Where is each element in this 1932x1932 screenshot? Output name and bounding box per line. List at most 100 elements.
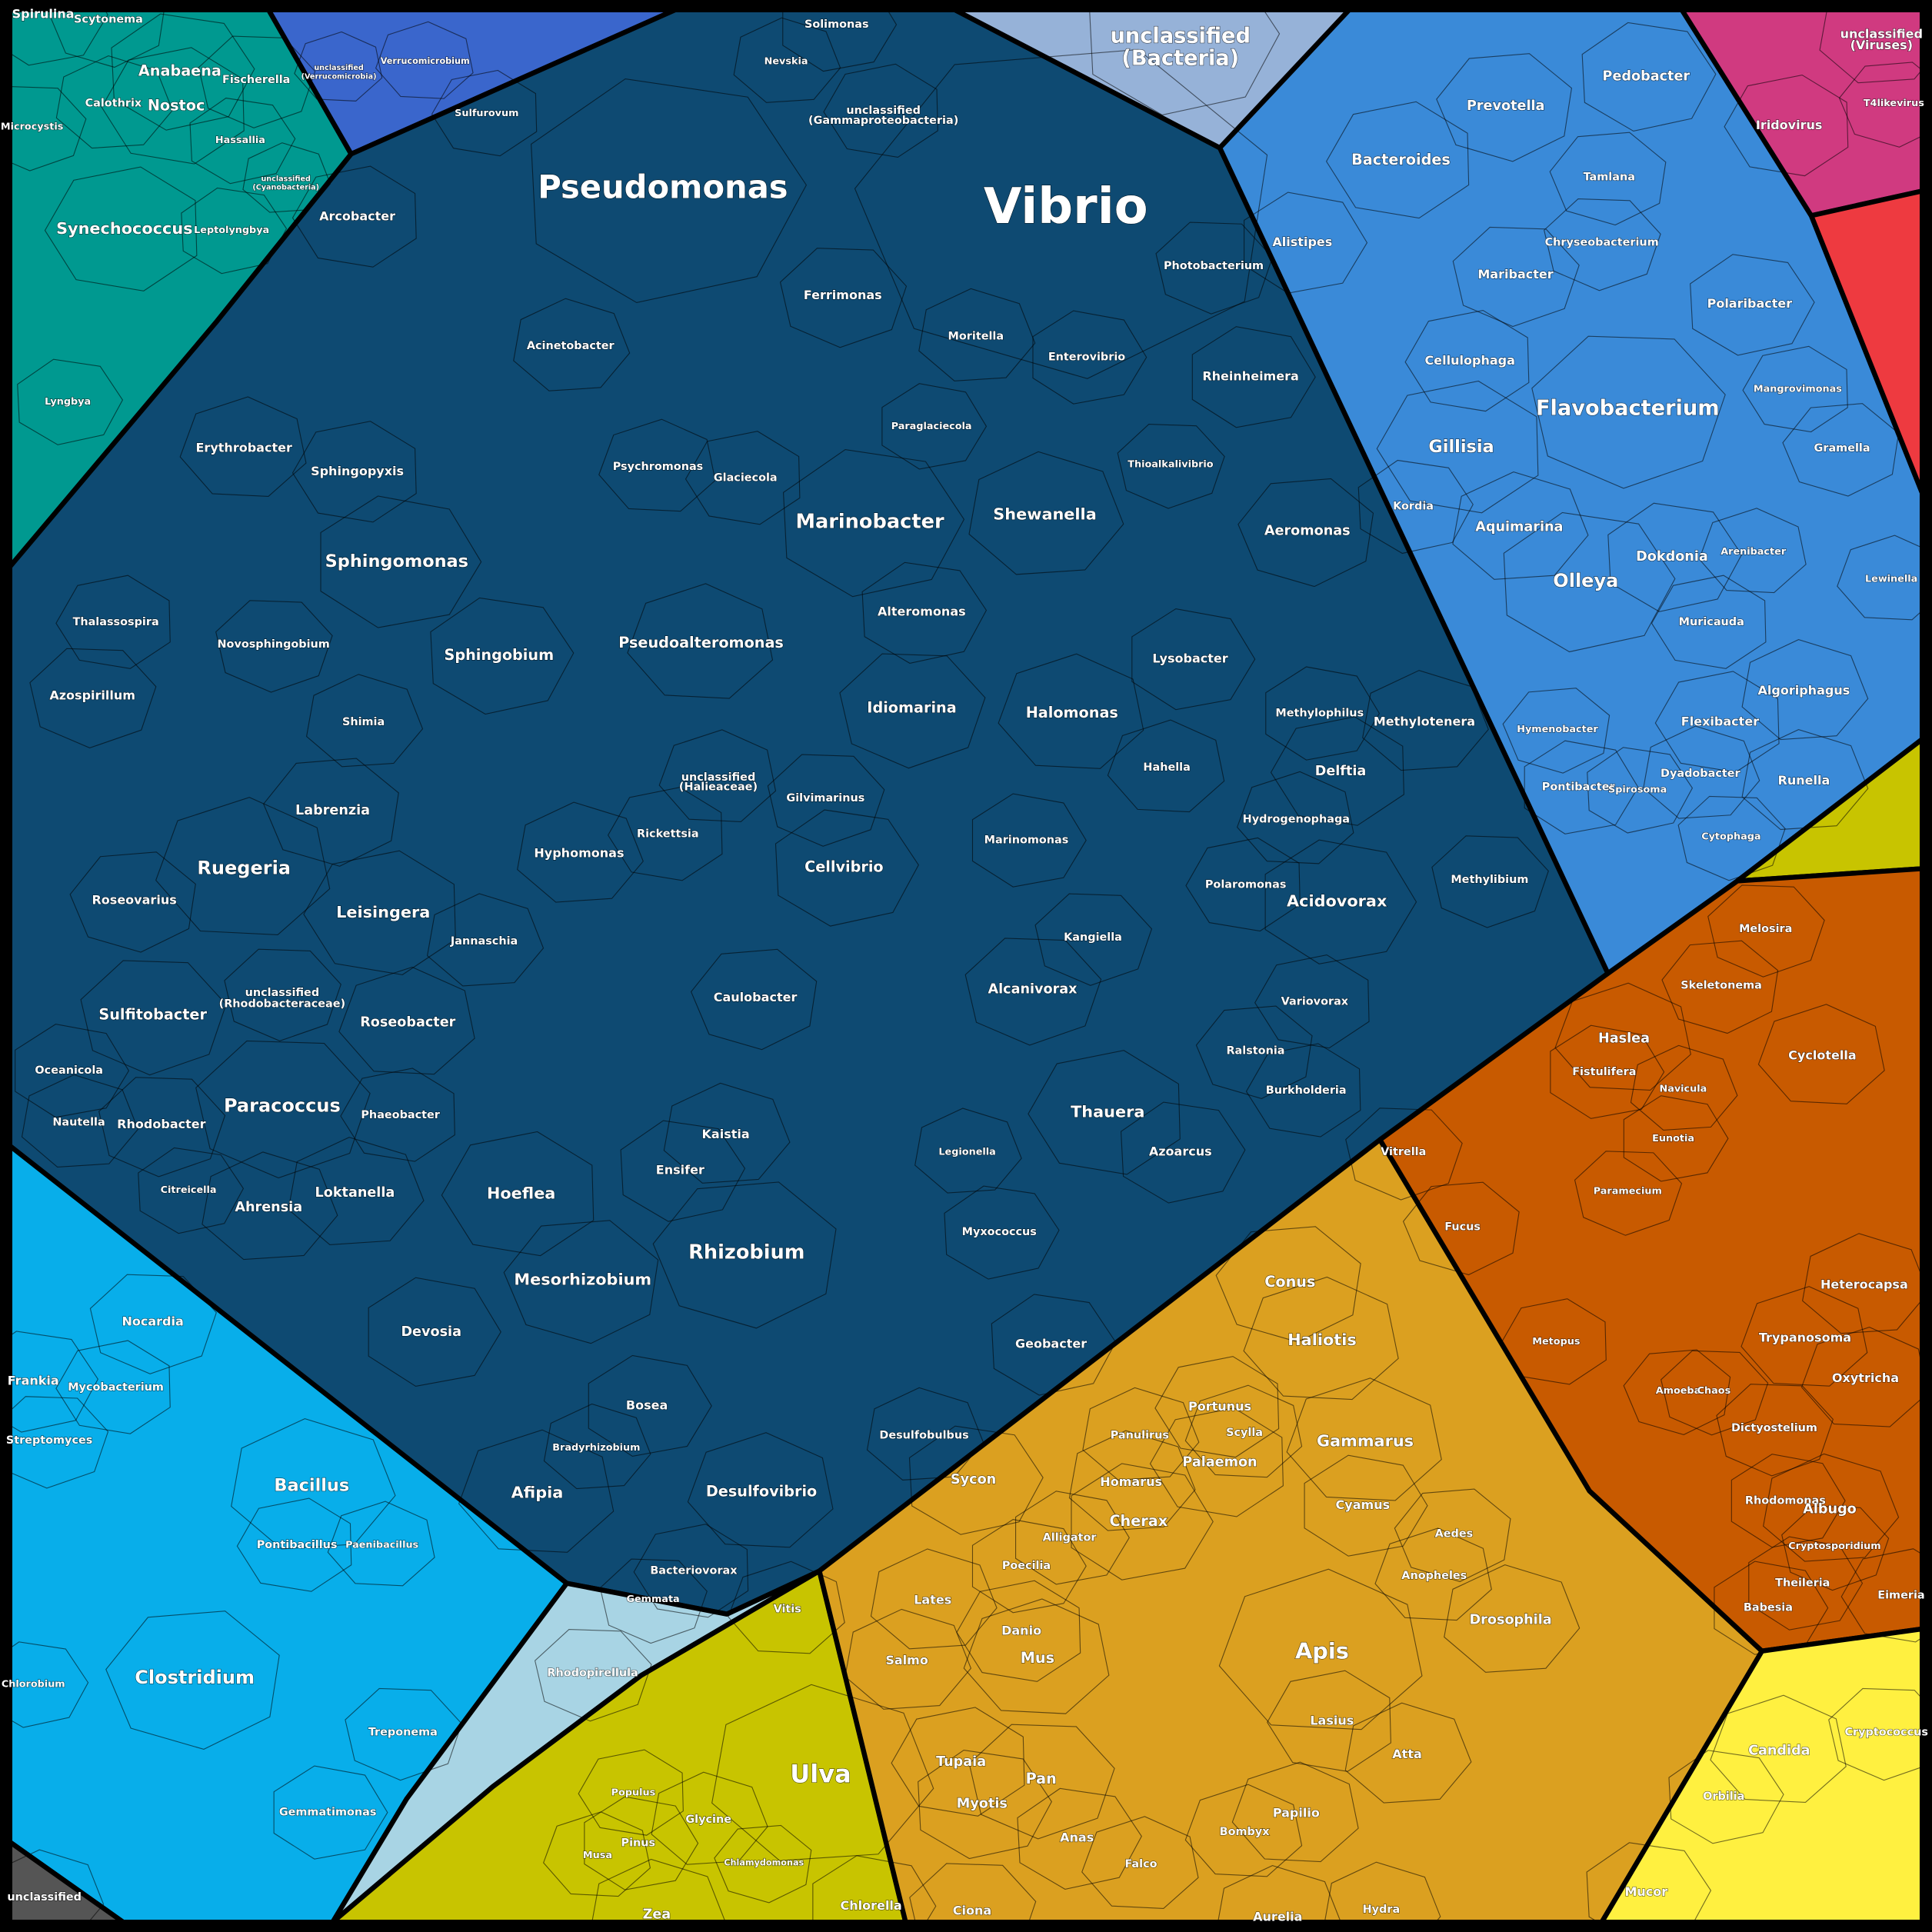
cell-anopheles [1374, 1527, 1492, 1621]
label-idiomarina: Idiomarina [867, 699, 956, 717]
cell-rheinheimera [1191, 326, 1316, 428]
cell-hassallia [189, 97, 296, 185]
cell-oceanicola [15, 1024, 130, 1118]
label-fucus: Fucus [1444, 1221, 1481, 1234]
label-calothrix: Calothrix [85, 98, 142, 110]
cell-rhodobacter [98, 1077, 226, 1178]
label-palaemon: Palaemon [1182, 1455, 1257, 1471]
cell-ensifer [620, 1120, 746, 1222]
label-thauera: Thauera [1071, 1103, 1144, 1121]
label-unclassified: unclassified [7, 1891, 82, 1904]
label-myxococcus: Myxococcus [962, 1226, 1037, 1238]
cell-cryptococcus [1828, 1687, 1932, 1781]
label-pedobacter: Pedobacter [1603, 68, 1690, 84]
label-hahella: Hahella [1143, 761, 1190, 774]
cell-spirosoma [1587, 747, 1694, 834]
label-marinomonas: Marinomonas [984, 834, 1069, 847]
cell-leptolyngbya [181, 187, 288, 275]
cell-tupaia [891, 1707, 1025, 1817]
cell-dokdonia [1607, 502, 1743, 612]
cell-sphingopyxis [291, 421, 417, 523]
label-photobacterium: Photobacterium [1164, 260, 1264, 272]
label-chlorella: Chlorella [841, 1898, 902, 1913]
label-paenibacillus: Paenibacillus [345, 1539, 418, 1551]
cell-papilio [1231, 1761, 1359, 1863]
cell-pedobacter [1581, 22, 1717, 132]
label-gramella: Gramella [1814, 442, 1870, 455]
cell-chaos [1661, 1350, 1769, 1436]
label-ralstonia: Ralstonia [1226, 1045, 1284, 1058]
cell-trypanosoma [1740, 1286, 1868, 1387]
cell-fistulifera [1550, 1024, 1665, 1119]
cell-vitis [728, 1561, 845, 1654]
label-roseobacter: Roseobacter [360, 1015, 455, 1031]
label-hassallia: Hassallia [215, 135, 265, 146]
cell-gilvimarinus [767, 754, 885, 847]
cell-tamlana [1549, 132, 1667, 226]
cell-halomonas [998, 653, 1144, 769]
cell-lewinella [1837, 535, 1932, 621]
cell-gemmatimonas [273, 1765, 388, 1860]
cell-mesorhizobium [503, 1220, 659, 1344]
cell-algoriphagus [1741, 639, 1869, 741]
cell-chlorella [812, 1855, 937, 1932]
label-rhizobium: Rhizobium [688, 1241, 804, 1264]
label-lysobacter: Lysobacter [1152, 651, 1227, 666]
cell-candida [1710, 1694, 1847, 1804]
label-kordia: Kordia [1393, 500, 1434, 512]
label-sulfurovum: Sulfurovum [455, 108, 518, 119]
cell-arcobacter [291, 165, 417, 268]
label-vitis: Vitis [774, 1603, 801, 1615]
cell-solimonas [782, 0, 898, 72]
cell-gramella [1782, 403, 1900, 497]
cell-hydrogenophaga [1236, 771, 1354, 864]
label-methylophilus: Methylophilus [1275, 708, 1364, 720]
label-gemmata: Gemmata [626, 1594, 679, 1605]
cell-conus [1215, 1226, 1361, 1343]
label-aedes: Aedes [1435, 1528, 1474, 1541]
cell-desulfovibrio [687, 1432, 834, 1548]
label-polaromonas: Polaromonas [1205, 878, 1287, 891]
cell-thauera [1028, 1050, 1181, 1175]
label-bacillus: Bacillus [274, 1476, 349, 1496]
cell-azospirillum [29, 648, 157, 749]
cell-vitrella [1345, 1108, 1463, 1201]
cell-metopus [1501, 1298, 1607, 1385]
cell-nocardia [89, 1274, 217, 1374]
label-acidovorax: Acidovorax [1287, 892, 1387, 911]
label-babesia: Babesia [1744, 1602, 1793, 1614]
label-hyphomonas: Hyphomonas [534, 846, 624, 861]
label-spirulina: Spirulina [12, 7, 75, 22]
cell-unclassified [0, 1849, 105, 1932]
cell-eunotia [1623, 1095, 1729, 1182]
label-cellulophaga: Cellulophaga [1425, 353, 1515, 368]
label-albugo: Albugo [1803, 1502, 1857, 1517]
label-treponema: Treponema [368, 1726, 438, 1738]
cell-bacteroides [1325, 101, 1470, 219]
cell-burkholderia [1245, 1043, 1361, 1138]
label-hydra: Hydra [1363, 1904, 1401, 1916]
label-panulirus: Panulirus [1111, 1429, 1169, 1441]
cell-rhizobium [652, 1181, 837, 1329]
cell-photobacterium [1155, 222, 1274, 315]
label-sycon: Sycon [951, 1472, 996, 1487]
label-spirosoma: Spirosoma [1608, 784, 1667, 795]
cell-cytophaga [1677, 795, 1786, 881]
cell-erythrobacter [179, 396, 307, 498]
cell-unc-rhodo [224, 948, 341, 1042]
label-labrenzia: Labrenzia [295, 803, 370, 818]
label-kangiella: Kangiella [1064, 931, 1122, 944]
label-polaribacter: Polaribacter [1707, 296, 1793, 311]
label-roseovarius: Roseovarius [92, 893, 176, 908]
cell-shimia [305, 674, 424, 768]
cell-heterocapsa [1802, 1233, 1929, 1334]
cell-navicula [1630, 1044, 1738, 1131]
label-cellvibrio: Cellvibrio [804, 858, 883, 875]
label-verrucomicrobium: Verrucomicrobium [381, 56, 470, 66]
label-rickettsia: Rickettsia [637, 828, 699, 841]
cell-geobacter [991, 1294, 1117, 1396]
cell-cyamus [1304, 1454, 1428, 1557]
label-hymenobacter: Hymenobacter [1517, 724, 1598, 735]
cell-eimeria [1840, 1548, 1932, 1643]
